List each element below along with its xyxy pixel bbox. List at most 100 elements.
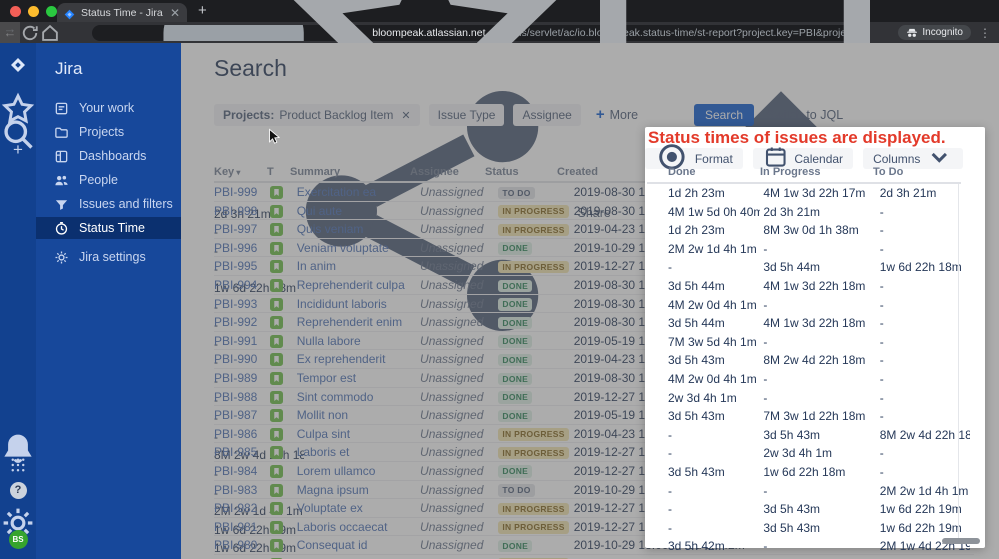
inprogress-cell: -	[763, 334, 768, 349]
minimize-window-button[interactable]	[28, 6, 39, 17]
url-bar[interactable]: bloompeak.atlassian.net /plugins/servlet…	[92, 25, 864, 41]
main-content: Search Share Export Projects: Product Ba…	[181, 43, 999, 559]
jira-favicon-icon	[64, 7, 75, 20]
refresh-icon[interactable]	[20, 23, 40, 43]
done-cell: -	[668, 260, 672, 275]
done-cell: 3d 5h 42m	[668, 539, 725, 554]
todo-cell: 1w 6d 22h 18m	[879, 260, 962, 275]
todo-cell: -	[879, 297, 884, 312]
incognito-badge: Incognito	[898, 25, 971, 40]
zoom-window-button[interactable]	[46, 6, 57, 17]
todo-cell: -	[879, 278, 884, 293]
status-time-row: 3d 5h 43m 8M 2w 4d 22h 18m -	[668, 351, 970, 370]
search-icon[interactable]	[0, 116, 36, 152]
create-icon[interactable]: +	[13, 140, 23, 159]
columns-button[interactable]: Columns	[863, 148, 963, 169]
url-toolbar: ← → bloompeak.atlassian.net /plugins/ser…	[0, 0, 999, 155]
todo-cell: -	[879, 334, 884, 349]
done-cell: 3d 5h 44m	[668, 316, 725, 331]
status-time-row: 4M 1w 5d 0h 40m 2d 3h 21m -	[668, 203, 970, 222]
status-time-row: - 3d 5h 43m 1w 6d 22h 19m	[668, 500, 970, 519]
done-cell: 7M 3w 5d 4h 1m	[668, 334, 757, 349]
status-time-row: - 2w 3d 4h 1m -	[668, 444, 970, 463]
done-cell: 4M 1w 5d 0h 40m	[668, 204, 760, 219]
status-time-row: 1d 2h 23m 4M 1w 3d 22h 17m 2d 3h 21m	[668, 184, 970, 203]
jira-logo-icon[interactable]	[0, 56, 36, 74]
todo-cell: -	[879, 204, 884, 219]
status-time-row: - 3d 5h 43m 8M 2w 4d 22h 18m	[668, 426, 970, 445]
starred-icon[interactable]	[0, 91, 36, 127]
inprogress-cell: -	[763, 297, 768, 312]
inprogress-cell: 3d 5h 43m	[763, 520, 821, 535]
sidebar-item-issues-and-filters[interactable]: Issues and filters	[36, 192, 181, 216]
clock-icon	[54, 221, 69, 236]
avatar[interactable]: BS	[0, 529, 36, 549]
inprogress-cell: -	[763, 539, 768, 554]
close-window-button[interactable]	[10, 6, 21, 17]
home-icon[interactable]	[40, 23, 60, 43]
inprogress-cell: 8M 3w 0d 1h 38m	[763, 223, 859, 238]
inprogress-cell: 2w 3d 4h 1m	[763, 446, 833, 461]
spotlight-message: Status times of issues are displayed.	[648, 128, 946, 147]
gear-icon	[54, 250, 69, 265]
help-icon[interactable]: ?	[0, 480, 36, 499]
done-cell: -	[668, 502, 672, 517]
done-cell: 4M 2w 0d 4h 1m	[668, 297, 757, 312]
done-cell: -	[668, 427, 672, 442]
forward-icon[interactable]: →	[0, 22, 20, 43]
status-time-row: 7M 3w 5d 4h 1m - -	[668, 333, 970, 352]
browser-menu-icon[interactable]: ⋮	[979, 25, 991, 40]
mouse-cursor	[269, 128, 281, 144]
sidebar-item-dashboards[interactable]: Dashboards	[36, 144, 181, 168]
sidebar-item-status-time[interactable]: Status Time	[36, 217, 181, 239]
status-time-row: 3d 5h 44m 4M 1w 3d 22h 18m -	[668, 314, 970, 333]
calendar-button[interactable]: Calendar	[752, 147, 854, 169]
inprogress-cell: 4M 1w 3d 22h 18m	[763, 278, 866, 293]
done-cell: -	[668, 483, 672, 498]
status-time-columns-header: Done In Progress To Do	[668, 166, 963, 178]
done-cell: 2M 2w 1d 4h 1m	[668, 241, 757, 256]
inprogress-cell: 4M 1w 3d 22h 18m	[763, 316, 866, 331]
column-header-done[interactable]: Done	[668, 166, 696, 178]
inprogress-cell: -	[763, 241, 768, 256]
todo-cell: -	[879, 446, 884, 461]
table-scrollbar[interactable]	[958, 184, 959, 540]
lock-icon	[100, 25, 367, 41]
inprogress-cell: -	[763, 371, 768, 386]
url-path: /plugins/servlet/ac/io.bloompeak.status-…	[490, 27, 857, 39]
sidebar-item-your-work[interactable]: Your work	[36, 96, 181, 120]
window-controls[interactable]	[10, 6, 57, 17]
format-button[interactable]: Format	[645, 144, 743, 170]
todo-cell: -	[879, 409, 884, 424]
status-time-values: 1d 2h 23m 4M 1w 3d 22h 17m 2d 3h 21m 4M …	[668, 184, 970, 556]
todo-cell: -	[879, 316, 884, 331]
todo-cell: 1w 6d 22h 19m	[879, 502, 962, 517]
status-time-row: 4M 2w 0d 4h 1m - -	[668, 370, 970, 389]
status-time-row: 3d 5h 42m - 2M 1w 4d 22h 19m	[668, 537, 970, 556]
notifications-bell-icon[interactable]	[0, 431, 36, 467]
column-header-to-do[interactable]: To Do	[873, 166, 904, 178]
inprogress-cell: 7M 3w 1d 22h 18m	[763, 409, 866, 424]
status-time-row: 1d 2h 23m 8M 3w 0d 1h 38m -	[668, 221, 970, 240]
todo-cell: -	[879, 353, 884, 368]
done-cell: -	[668, 446, 672, 461]
new-tab-button[interactable]: +	[198, 2, 207, 19]
close-tab-icon[interactable]: ✕	[169, 5, 180, 20]
status-time-row: - 3d 5h 43m 1w 6d 22h 19m	[668, 519, 970, 538]
sidebar-item-people[interactable]: People	[36, 168, 181, 192]
horizontal-scrollbar[interactable]	[942, 538, 980, 544]
status-time-row: 3d 5h 44m 4M 1w 3d 22h 18m -	[668, 277, 970, 296]
browser-tab[interactable]: Status Time - Jira ✕	[57, 3, 187, 22]
dashboard-icon	[54, 149, 69, 164]
sidebar-item-jira-settings[interactable]: Jira settings	[36, 245, 181, 269]
tab-title: Status Time - Jira	[81, 6, 163, 19]
inprogress-cell: -	[763, 483, 768, 498]
status-time-row: 4M 2w 0d 4h 1m - -	[668, 296, 970, 315]
sidebar-item-projects[interactable]: Projects	[36, 120, 181, 144]
inprogress-cell: 1w 6d 22h 18m	[763, 464, 846, 479]
app-switcher-icon[interactable]	[0, 456, 36, 474]
column-header-in-progress[interactable]: In Progress	[760, 166, 821, 178]
todo-cell: -	[879, 241, 884, 256]
todo-cell: -	[879, 371, 884, 386]
done-cell: 3d 5h 43m	[668, 353, 725, 368]
